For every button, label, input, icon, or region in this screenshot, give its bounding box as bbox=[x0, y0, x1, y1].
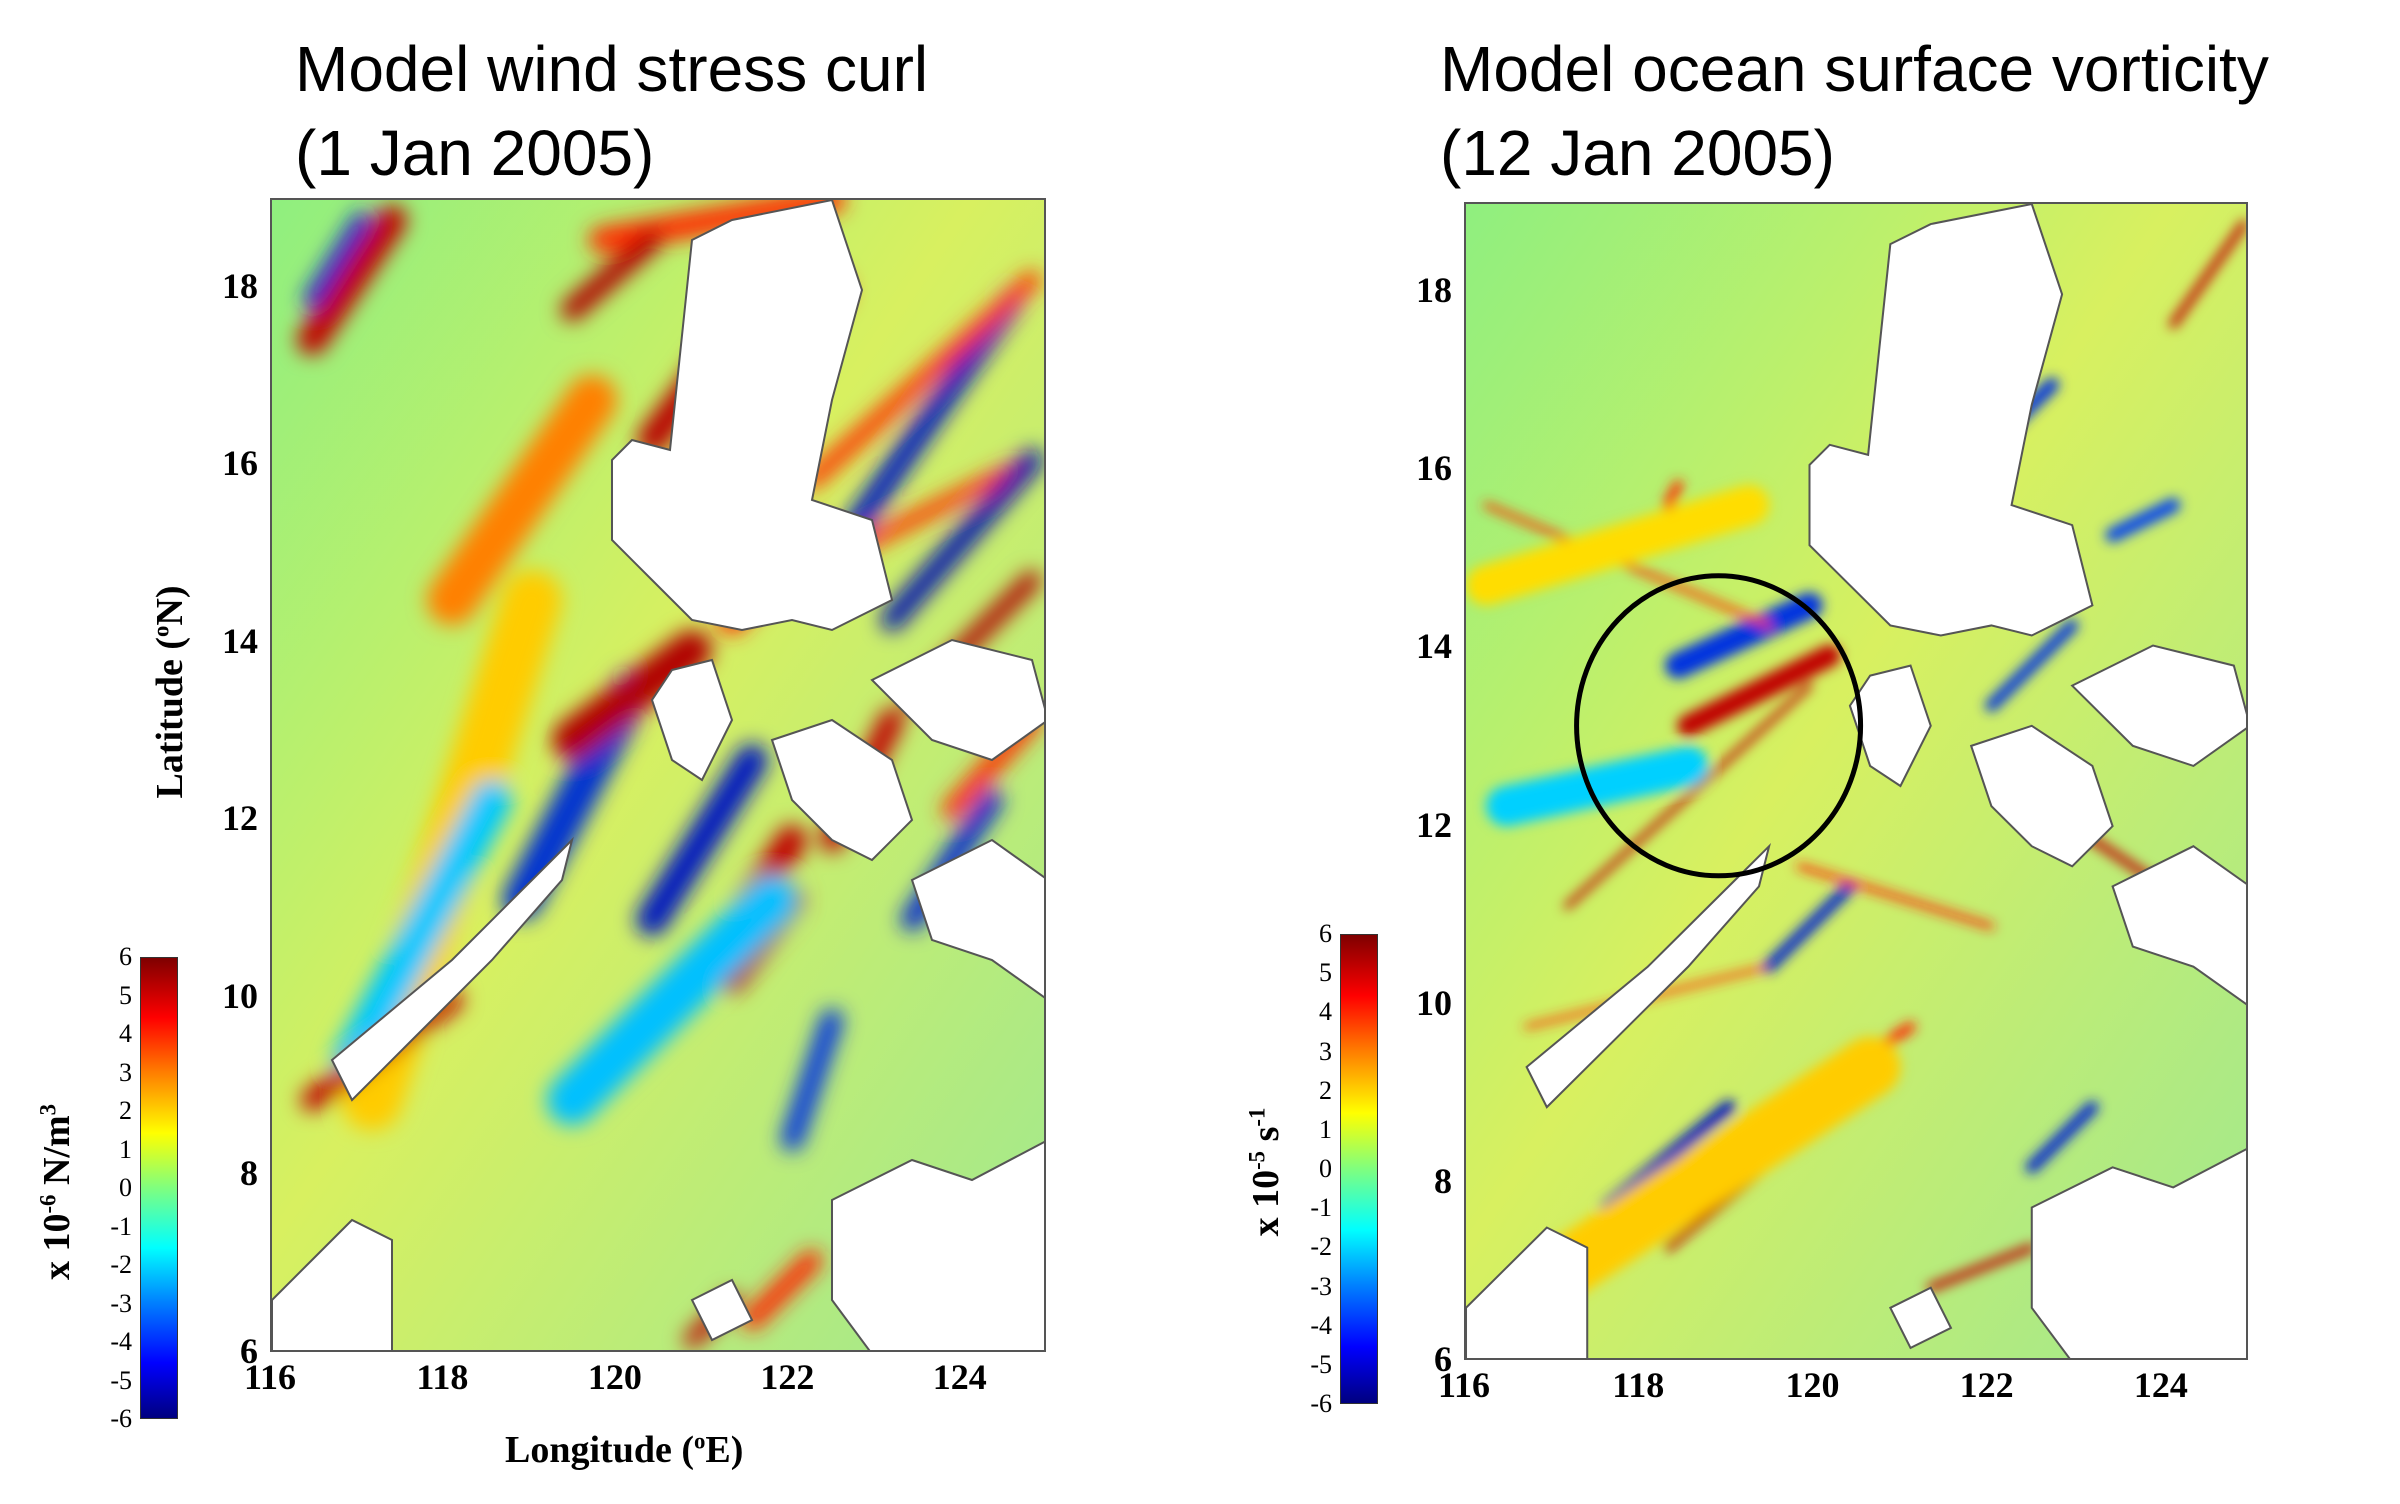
left-colorbar-tick: -3 bbox=[110, 1288, 132, 1318]
left-colorbar-tick: -1 bbox=[110, 1211, 132, 1241]
left-colorbar-tick: 1 bbox=[119, 1134, 132, 1164]
left-colorbar-tick: 3 bbox=[119, 1057, 132, 1087]
right-colorbar-tick: 1 bbox=[1319, 1114, 1332, 1144]
left-x-tick: 124 bbox=[932, 1357, 987, 1397]
right-map-field bbox=[1466, 204, 2246, 1358]
left-y-tick: 6 bbox=[240, 1331, 258, 1371]
land-mask bbox=[272, 200, 1044, 1350]
left-x-tick: 118 bbox=[416, 1357, 469, 1397]
left-x-tick: 116 bbox=[243, 1357, 296, 1397]
right-colorbar-tick: -4 bbox=[1310, 1310, 1332, 1340]
left-y-tick: 16 bbox=[222, 443, 258, 484]
right-x-tick: 120 bbox=[1785, 1365, 1840, 1405]
left-colorbar-label: x 10-6 N/m3 bbox=[35, 1103, 78, 1281]
right-y-tick: 12 bbox=[1416, 804, 1452, 845]
right-x-tick: 122 bbox=[1959, 1365, 2014, 1405]
left-y-tick: 10 bbox=[222, 975, 258, 1016]
left-colorbar bbox=[140, 957, 178, 1419]
left-colorbar-tick: 6 bbox=[119, 942, 132, 971]
left-colorbar-tick: 5 bbox=[119, 980, 132, 1010]
right-colorbar-tick: 5 bbox=[1319, 958, 1332, 988]
right-y-tick: 14 bbox=[1416, 626, 1452, 667]
right-y-tick: 18 bbox=[1416, 270, 1452, 311]
left-colorbar-tick: -5 bbox=[110, 1365, 132, 1395]
right-colorbar-tick: -5 bbox=[1310, 1349, 1332, 1379]
left-title-line1: Model wind stress curl bbox=[295, 33, 929, 105]
left-title-line2: (1 Jan 2005) bbox=[295, 117, 655, 189]
right-colorbar-tick: 2 bbox=[1319, 1075, 1332, 1105]
left-x-tick: 122 bbox=[760, 1357, 815, 1397]
left-colorbar-tick: 0 bbox=[119, 1173, 132, 1202]
right-map bbox=[1464, 202, 2248, 1360]
left-x-tick: 120 bbox=[587, 1357, 642, 1397]
right-colorbar-tick: -1 bbox=[1310, 1193, 1332, 1223]
right-colorbar-tick: -3 bbox=[1310, 1271, 1332, 1301]
left-y-tick: 14 bbox=[222, 620, 258, 661]
left-colorbar-tick: -6 bbox=[110, 1404, 132, 1433]
right-colorbar-tick: -6 bbox=[1310, 1389, 1332, 1418]
left-colorbar-tick: -2 bbox=[110, 1250, 132, 1279]
right-colorbar-label: x 10-5 s-1 bbox=[1244, 1107, 1287, 1237]
right-y-tick: 6 bbox=[1434, 1339, 1452, 1379]
right-y-tick: 10 bbox=[1416, 982, 1452, 1023]
right-x-tick: 118 bbox=[1612, 1365, 1665, 1405]
left-colorbar-tick: 4 bbox=[119, 1019, 132, 1048]
right-x-tick: 124 bbox=[2133, 1365, 2188, 1405]
left-y-tick: 12 bbox=[222, 798, 258, 839]
left-y-tick: 18 bbox=[222, 265, 258, 306]
right-title-line1: Model ocean surface vorticity bbox=[1440, 33, 2269, 105]
right-colorbar-tick: 0 bbox=[1319, 1154, 1332, 1183]
left-y-tick: 8 bbox=[240, 1153, 258, 1194]
right-colorbar bbox=[1340, 934, 1378, 1404]
left-colorbar-tick: 2 bbox=[119, 1096, 132, 1125]
right-colorbar-tick: 3 bbox=[1319, 1036, 1332, 1066]
eddy-annotation-circle bbox=[1574, 573, 1864, 879]
right-y-tick: 16 bbox=[1416, 448, 1452, 489]
left-colorbar-tick: -4 bbox=[110, 1327, 132, 1356]
right-colorbar-tick: -2 bbox=[1310, 1232, 1332, 1262]
right-colorbar-tick: 6 bbox=[1319, 919, 1332, 948]
right-colorbar-tick: 4 bbox=[1319, 997, 1332, 1027]
left-map bbox=[270, 198, 1046, 1352]
left-map-field bbox=[272, 200, 1044, 1350]
right-y-tick: 8 bbox=[1434, 1160, 1452, 1201]
left-xlabel: Longitude (oE) bbox=[505, 1428, 744, 1471]
left-ylabel: Latitude (oN) bbox=[148, 585, 191, 799]
right-x-tick: 116 bbox=[1437, 1365, 1490, 1405]
land-mask bbox=[1466, 204, 2246, 1358]
right-title-line2: (12 Jan 2005) bbox=[1440, 117, 1835, 189]
